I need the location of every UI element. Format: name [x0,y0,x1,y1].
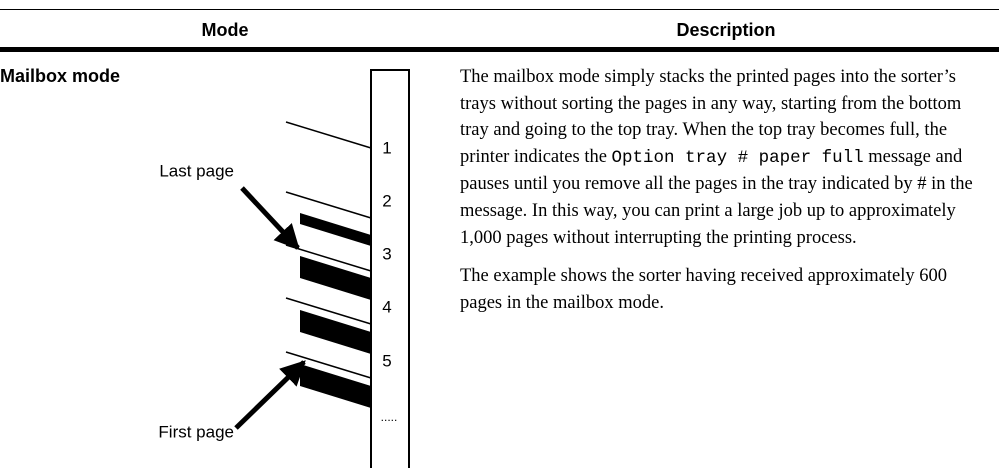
tray-number: 1 [382,138,391,157]
text: The example shows the sorter having rece… [460,266,948,313]
label-first-page: First page [158,422,234,441]
sorter-diagram: Last page First page 1 2 3 4 5 ..... [158,69,410,468]
text: The mailbox mode simply stacks the print… [460,67,962,167]
page-stack [300,213,371,246]
page-stack [300,310,371,354]
tray-line [285,297,372,325]
header-description: Description [676,20,776,40]
arrow [234,360,306,430]
description: The mailbox mode simply stacks the print… [460,64,992,328]
rule [0,47,999,52]
tray-line [285,351,372,379]
tray-number: 3 [382,244,391,263]
rule [0,9,999,10]
paragraph: The mailbox mode simply stacks the print… [460,64,992,251]
message-code: Option tray # paper full [611,147,864,168]
tray-number: 2 [382,191,391,210]
label-last-page: Last page [159,161,234,180]
tray-line [285,191,372,219]
arrow [240,186,300,250]
paragraph: The example shows the sorter having rece… [460,263,992,316]
tray-line [285,121,372,149]
header-mode: Mode [201,20,249,40]
tray-number: 5 [382,351,391,370]
page-stack [300,256,371,300]
tray-more: ..... [381,410,398,424]
page-stack [300,364,371,408]
sorter-column [370,69,410,468]
text: message and pauses until you remove all … [460,146,973,248]
tray-line [285,244,372,272]
tray-number: 4 [382,297,391,316]
mode-name: Mailbox mode [0,66,121,86]
